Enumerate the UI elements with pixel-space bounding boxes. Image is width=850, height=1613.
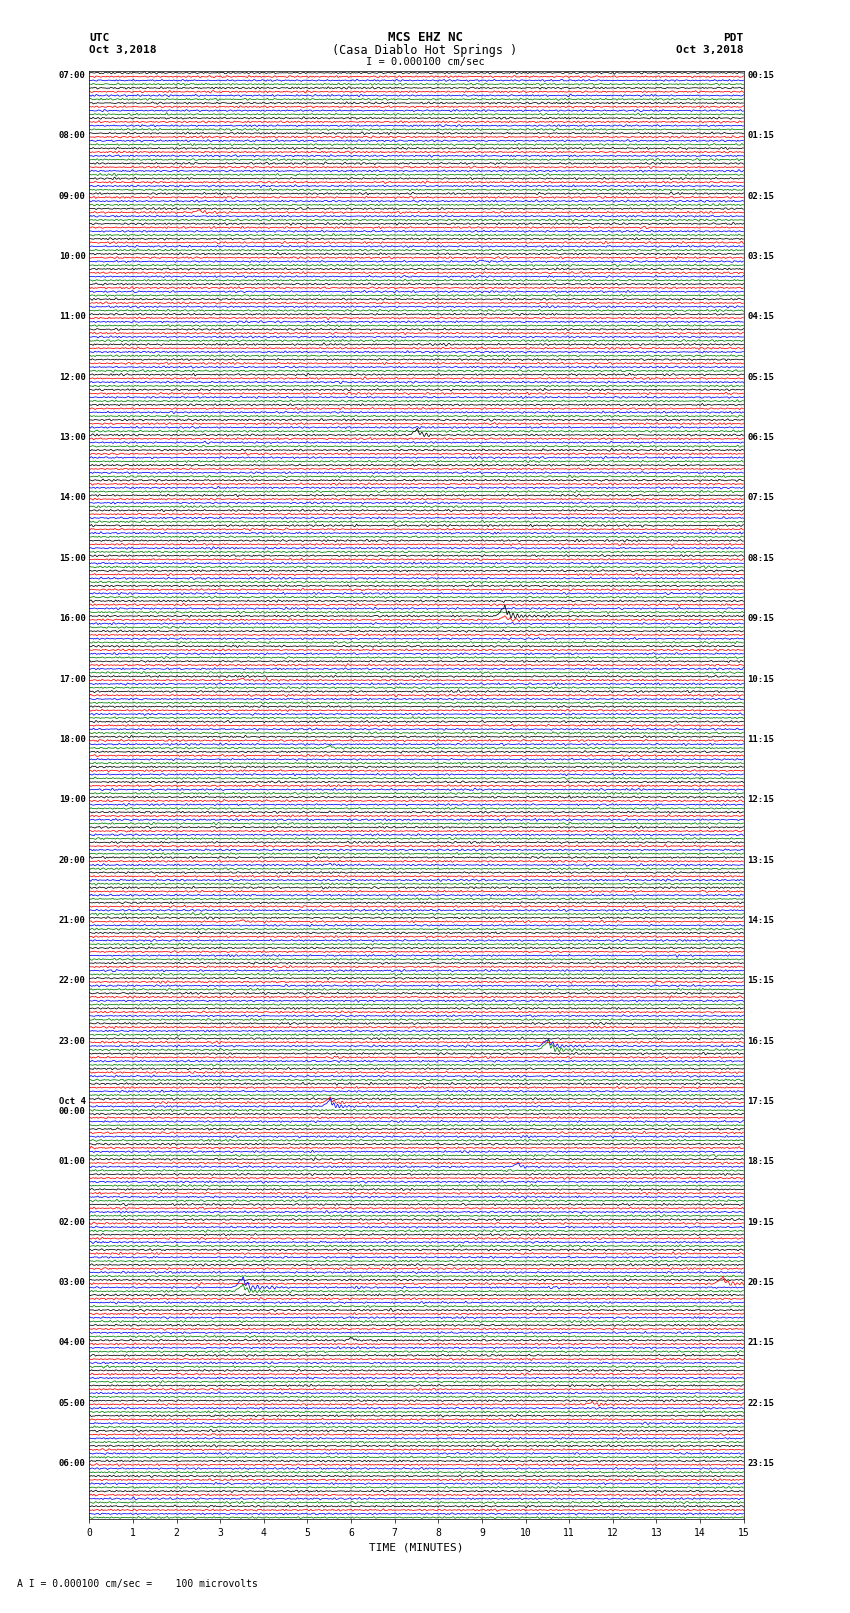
Text: 19:00: 19:00	[59, 795, 86, 805]
Text: 16:00: 16:00	[59, 615, 86, 623]
Text: 14:15: 14:15	[747, 916, 774, 924]
Text: UTC: UTC	[89, 32, 110, 44]
Text: I = 0.000100 cm/sec: I = 0.000100 cm/sec	[366, 56, 484, 68]
Text: 15:00: 15:00	[59, 553, 86, 563]
Text: 15:15: 15:15	[747, 976, 774, 986]
Text: (Casa Diablo Hot Springs ): (Casa Diablo Hot Springs )	[332, 44, 518, 56]
Text: 20:15: 20:15	[747, 1277, 774, 1287]
Text: 05:15: 05:15	[747, 373, 774, 382]
Text: 03:00: 03:00	[59, 1277, 86, 1287]
Text: 17:15: 17:15	[747, 1097, 774, 1107]
Text: 12:15: 12:15	[747, 795, 774, 805]
Text: 04:00: 04:00	[59, 1339, 86, 1347]
Text: 23:15: 23:15	[747, 1460, 774, 1468]
Text: 09:00: 09:00	[59, 192, 86, 200]
Text: 18:15: 18:15	[747, 1158, 774, 1166]
Text: 12:00: 12:00	[59, 373, 86, 382]
Text: 10:00: 10:00	[59, 252, 86, 261]
Text: Oct 4
00:00: Oct 4 00:00	[59, 1097, 86, 1116]
Text: 23:00: 23:00	[59, 1037, 86, 1045]
Text: 21:00: 21:00	[59, 916, 86, 924]
Text: 14:00: 14:00	[59, 494, 86, 502]
Text: 01:00: 01:00	[59, 1158, 86, 1166]
Text: 07:15: 07:15	[747, 494, 774, 502]
Text: 04:15: 04:15	[747, 313, 774, 321]
Text: 10:15: 10:15	[747, 674, 774, 684]
Text: 22:00: 22:00	[59, 976, 86, 986]
Text: 01:15: 01:15	[747, 131, 774, 140]
Text: 05:00: 05:00	[59, 1398, 86, 1408]
Text: 16:15: 16:15	[747, 1037, 774, 1045]
Text: PDT: PDT	[723, 32, 744, 44]
Text: 09:15: 09:15	[747, 615, 774, 623]
X-axis label: TIME (MINUTES): TIME (MINUTES)	[369, 1542, 464, 1553]
Text: 06:00: 06:00	[59, 1460, 86, 1468]
Text: 11:00: 11:00	[59, 313, 86, 321]
Text: 03:15: 03:15	[747, 252, 774, 261]
Text: 11:15: 11:15	[747, 736, 774, 744]
Text: 07:00: 07:00	[59, 71, 86, 81]
Text: 06:15: 06:15	[747, 434, 774, 442]
Text: Oct 3,2018: Oct 3,2018	[677, 45, 744, 55]
Text: A I = 0.000100 cm/sec =    100 microvolts: A I = 0.000100 cm/sec = 100 microvolts	[17, 1579, 258, 1589]
Text: 13:15: 13:15	[747, 855, 774, 865]
Text: MCS EHZ NC: MCS EHZ NC	[388, 31, 462, 45]
Text: 02:00: 02:00	[59, 1218, 86, 1226]
Text: 00:15: 00:15	[747, 71, 774, 81]
Text: 08:15: 08:15	[747, 553, 774, 563]
Text: 21:15: 21:15	[747, 1339, 774, 1347]
Text: 08:00: 08:00	[59, 131, 86, 140]
Text: 18:00: 18:00	[59, 736, 86, 744]
Text: 20:00: 20:00	[59, 855, 86, 865]
Text: 13:00: 13:00	[59, 434, 86, 442]
Text: 22:15: 22:15	[747, 1398, 774, 1408]
Text: 17:00: 17:00	[59, 674, 86, 684]
Text: 19:15: 19:15	[747, 1218, 774, 1226]
Text: Oct 3,2018: Oct 3,2018	[89, 45, 156, 55]
Text: 02:15: 02:15	[747, 192, 774, 200]
